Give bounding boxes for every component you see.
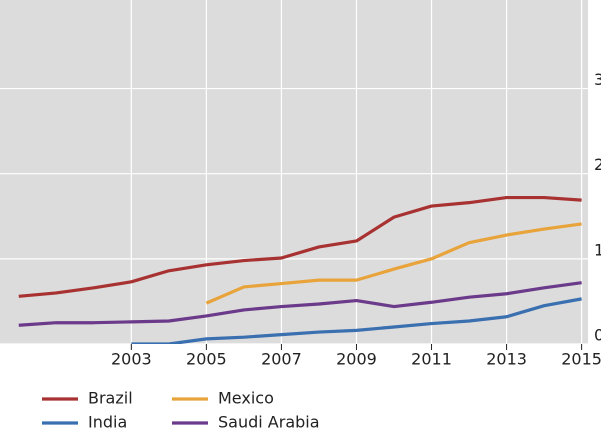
x-tick-label: 2013 bbox=[486, 350, 527, 369]
legend-label: Brazil bbox=[88, 389, 133, 408]
x-tick-label: 2015 bbox=[561, 350, 601, 369]
y-tick-label: 2 bbox=[594, 155, 601, 174]
x-tick-label: 2007 bbox=[261, 350, 302, 369]
lines bbox=[18, 195, 582, 344]
x-tick-label: 2009 bbox=[336, 350, 377, 369]
x-tick-label: 2003 bbox=[111, 350, 152, 369]
x-tick-label: 2005 bbox=[186, 350, 227, 369]
series-line bbox=[205, 222, 582, 305]
legend-label: Mexico bbox=[218, 389, 274, 408]
series-line bbox=[18, 281, 582, 327]
x-tick-label: 2011 bbox=[411, 350, 452, 369]
legend-label: Saudi Arabia bbox=[218, 413, 320, 432]
series-line bbox=[131, 297, 582, 344]
y-tick-label: 0 bbox=[594, 326, 601, 345]
grid bbox=[0, 0, 588, 345]
plot-area bbox=[0, 0, 588, 344]
y-tick-label: 1 bbox=[594, 240, 601, 259]
series-line bbox=[18, 195, 582, 298]
y-tick-label: 3 bbox=[594, 70, 601, 89]
legend-label: India bbox=[88, 413, 127, 432]
